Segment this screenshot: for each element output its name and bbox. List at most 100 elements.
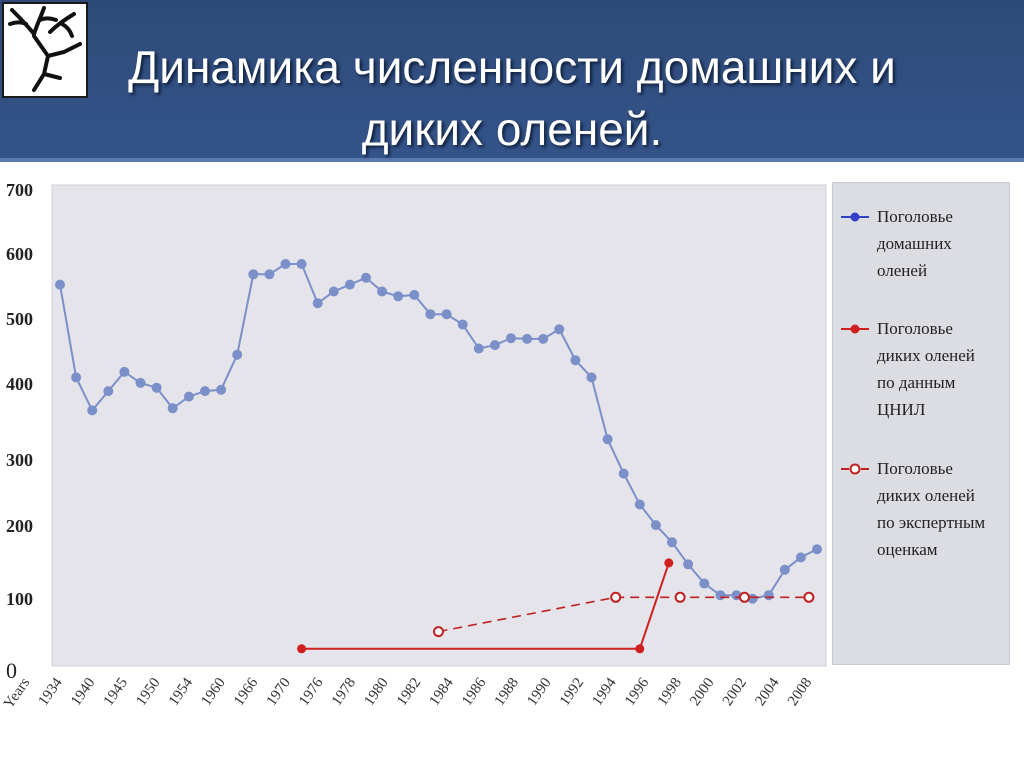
slide-title-line2: диких оленей. <box>361 103 663 155</box>
data-point <box>297 644 307 654</box>
data-point <box>71 372 82 383</box>
x-tick-label: 1978 <box>329 675 359 709</box>
data-point <box>779 564 790 575</box>
y-tick-label: 600 <box>6 244 33 264</box>
x-tick-label: 1990 <box>524 675 554 709</box>
x-tick-label: 2004 <box>752 675 783 709</box>
data-point <box>586 372 597 383</box>
data-point <box>119 366 130 377</box>
x-tick-label: 1970 <box>264 675 294 709</box>
legend-item-domestic: Поголовье домашних оленей <box>839 203 1007 293</box>
x-tick-label: 1984 <box>427 675 458 709</box>
data-point <box>667 537 677 548</box>
y-tick-label: 300 <box>6 450 33 470</box>
x-tick-label: 1940 <box>68 675 98 709</box>
slide-title-line1: Динамика численности домашних и <box>128 41 896 93</box>
data-point <box>433 626 444 638</box>
x-tick-label: 1976 <box>296 675 327 709</box>
data-point <box>328 286 339 297</box>
data-point <box>361 272 371 283</box>
data-point <box>522 333 533 344</box>
x-tick-label: 1986 <box>459 675 490 709</box>
slide-title: Динамика численности домашних и диких ол… <box>0 36 1024 160</box>
title-banner <box>0 0 1024 162</box>
data-point <box>715 590 726 601</box>
x-tick-label: 1960 <box>198 675 228 709</box>
y-tick-label: 0 <box>6 658 17 683</box>
data-point <box>232 349 243 360</box>
data-point <box>473 343 484 354</box>
x-tick-label: 2000 <box>687 675 717 709</box>
chart: 0 100 200 300 400 500 600 700 Years 1934 1940 1945 1… <box>0 162 1024 768</box>
x-tick-label: 1998 <box>655 675 685 709</box>
reindeer-icon <box>8 6 82 92</box>
data-point <box>103 386 114 397</box>
legend-marker-wild-cnil <box>841 324 869 334</box>
data-point <box>151 382 162 393</box>
x-tick-label: 1954 <box>166 675 197 709</box>
plot-area <box>51 184 827 667</box>
reindeer-logo <box>2 2 88 98</box>
x-tick-label: 2008 <box>785 675 815 709</box>
y-tick-label: 200 <box>6 516 33 536</box>
y-tick-label: 500 <box>6 309 33 329</box>
data-point <box>650 520 661 531</box>
data-point <box>739 591 750 603</box>
data-point <box>409 289 420 300</box>
data-point <box>393 291 404 302</box>
data-point <box>280 259 291 269</box>
legend-label-wild-expert: Поголовье диких оленей по экспертным оце… <box>877 459 986 559</box>
legend-marker-wild-expert <box>841 463 869 475</box>
y-tick-label: 400 <box>6 374 33 394</box>
legend-marker-domestic <box>841 212 869 222</box>
legend-label-domestic: Поголовье домашних оленей <box>877 207 953 280</box>
data-point <box>441 309 452 320</box>
data-point <box>570 355 581 366</box>
data-point <box>135 377 146 388</box>
data-point <box>634 499 645 510</box>
data-point <box>312 298 323 309</box>
x-tick-label: 1982 <box>394 675 424 709</box>
x-tick-label: 1966 <box>231 675 262 709</box>
x-tick-label: 1934 <box>36 675 67 709</box>
legend-label-wild-cnil: Поголовье диких оленей по данным ЦНИЛ <box>877 319 975 419</box>
data-point <box>795 552 806 563</box>
data-point <box>812 544 822 555</box>
data-point <box>763 590 774 601</box>
data-point <box>216 384 227 395</box>
data-point <box>635 644 645 654</box>
data-point <box>602 434 613 445</box>
data-point <box>699 578 710 589</box>
data-point <box>489 340 500 351</box>
data-point <box>200 386 210 397</box>
data-point <box>683 559 694 570</box>
data-point <box>664 558 674 568</box>
legend-item-wild-cnil: Поголовье диких оленей по данным ЦНИЛ <box>839 315 1007 425</box>
x-tick-label: 1980 <box>361 675 391 709</box>
x-tick-label: 1996 <box>622 675 653 709</box>
x-tick-label: 1950 <box>133 675 163 709</box>
data-point <box>538 333 549 344</box>
data-point <box>55 279 65 290</box>
y-tick-label: 100 <box>6 589 33 609</box>
y-tick-label: 700 <box>6 180 33 200</box>
data-point <box>344 279 355 290</box>
data-point <box>248 269 259 280</box>
data-point <box>554 324 565 335</box>
data-point <box>747 593 758 604</box>
legend-item-wild-expert: Поголовье диких оленей по экспертным оце… <box>839 455 1007 565</box>
chart-legend: Поголовье домашних оленей Поголовье дики… <box>832 182 1010 665</box>
title-banner-stripe <box>0 158 1024 162</box>
x-tick-label: 1992 <box>557 675 587 709</box>
data-point <box>803 591 815 603</box>
data-point <box>167 403 178 414</box>
data-point <box>264 269 275 280</box>
data-point <box>377 286 388 297</box>
data-point <box>296 259 307 269</box>
data-point <box>618 468 629 479</box>
data-point <box>610 591 622 603</box>
data-point <box>425 309 436 320</box>
x-tick-label: 2002 <box>720 675 750 709</box>
data-point <box>183 391 194 402</box>
